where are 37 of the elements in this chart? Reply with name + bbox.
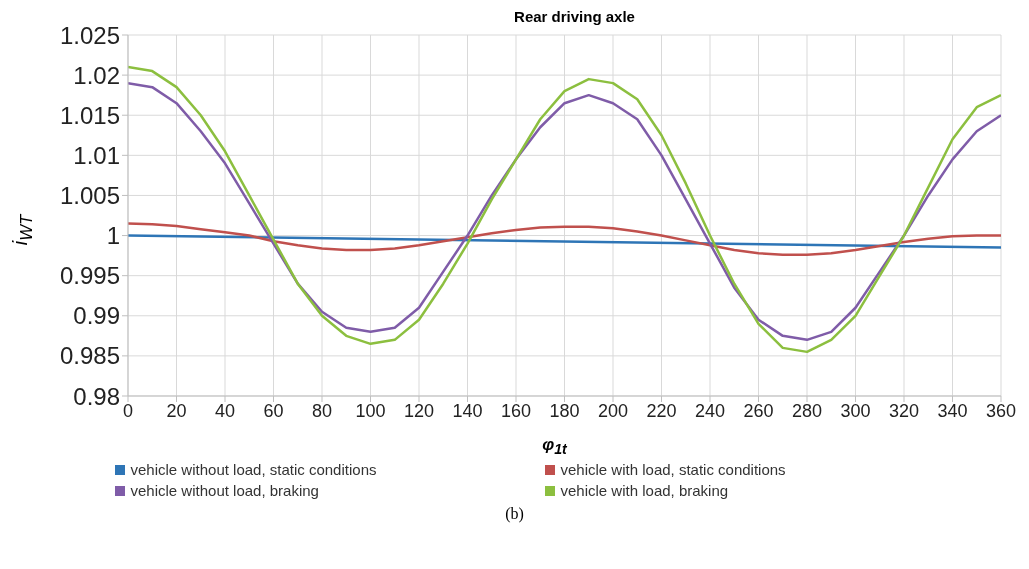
x-axis-title: φ$_{1t}$ — [542, 435, 567, 458]
y-tick-label: 0.995 — [59, 262, 120, 290]
legend-label: vehicle with load, static conditions — [560, 461, 786, 479]
chart-title: Rear driving axle — [514, 8, 635, 25]
x-tick-label: 120 — [403, 400, 435, 421]
x-tick-label: 180 — [549, 400, 580, 421]
y-tick-label: 1.015 — [59, 101, 120, 129]
x-tick-label: 300 — [840, 400, 871, 421]
y-tick-label: 0.985 — [59, 342, 120, 370]
legend-label: vehicle without load, static conditions — [130, 461, 377, 479]
x-tick-label: 320 — [888, 400, 920, 421]
y-tick-label: 1.02 — [73, 61, 120, 89]
y-tick-label: 0.98 — [73, 382, 120, 410]
y-tick-label: 1 — [106, 222, 120, 250]
y-tick-label: 1.01 — [73, 141, 120, 169]
x-tick-label: 160 — [500, 400, 532, 421]
legend-label: vehicle without load, braking — [130, 482, 319, 500]
x-tick-label: 240 — [694, 400, 726, 421]
x-tick-label: 140 — [452, 400, 483, 421]
legend-label: vehicle with load, braking — [560, 482, 729, 500]
x-tick-label: 200 — [597, 400, 629, 421]
x-tick-label: 60 — [263, 400, 284, 421]
x-tick-label: 340 — [937, 400, 968, 421]
x-tick-label: 0 — [122, 400, 134, 421]
x-tick-label: 260 — [743, 400, 774, 421]
x-tick-label: 20 — [166, 400, 187, 421]
x-tick-label: 40 — [214, 400, 236, 421]
x-tick-label: 80 — [311, 400, 333, 421]
x-tick-label: 280 — [791, 400, 823, 421]
y-tick-label: 1.025 — [59, 21, 120, 49]
line-series — [128, 222, 1001, 257]
y-tick-label: 0.99 — [73, 302, 120, 330]
x-tick-label: 220 — [646, 400, 677, 421]
text: (b) — [505, 505, 524, 523]
y-tick-label: 1.005 — [59, 181, 120, 209]
x-tick-label: 360 — [985, 400, 1017, 421]
x-tick-label: 100 — [355, 400, 386, 421]
